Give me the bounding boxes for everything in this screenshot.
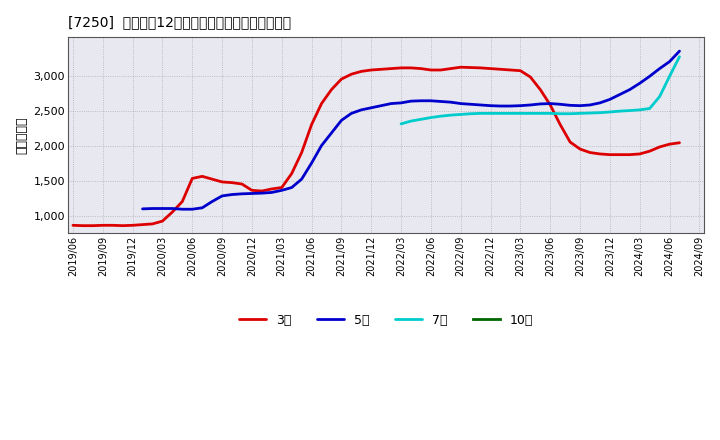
7年	[675, 54, 684, 59]
7年	[655, 94, 664, 99]
7年	[477, 111, 485, 116]
Legend: 3年, 5年, 7年, 10年: 3年, 5年, 7年, 10年	[239, 314, 534, 326]
7年	[595, 110, 604, 115]
7年	[556, 111, 564, 116]
Y-axis label: （百万円）: （百万円）	[15, 116, 28, 154]
3年	[446, 66, 455, 71]
7年	[417, 117, 426, 122]
7年	[436, 114, 445, 119]
7年	[426, 115, 435, 120]
5年	[178, 206, 186, 212]
5年	[248, 191, 256, 196]
5年	[626, 87, 634, 92]
7年	[626, 108, 634, 113]
5年	[347, 111, 356, 116]
7年	[456, 112, 465, 117]
5年	[665, 59, 674, 64]
7年	[566, 111, 575, 116]
Line: 7年: 7年	[401, 57, 680, 124]
7年	[506, 111, 515, 116]
7年	[397, 121, 405, 127]
7年	[407, 118, 415, 124]
7年	[486, 111, 495, 116]
3年	[68, 223, 77, 228]
7年	[585, 110, 594, 116]
7年	[467, 111, 475, 116]
7年	[446, 113, 455, 118]
3年	[198, 174, 207, 179]
7年	[536, 111, 544, 116]
7年	[606, 109, 614, 114]
Line: 3年: 3年	[73, 67, 680, 226]
5年	[208, 199, 217, 204]
3年	[377, 66, 385, 72]
3年	[616, 152, 624, 157]
Text: [7250]  経常利益12か月移動合計の標準偏差の推移: [7250] 経常利益12か月移動合計の標準偏差の推移	[68, 15, 291, 29]
7年	[645, 106, 654, 111]
3年	[456, 65, 465, 70]
5年	[138, 206, 147, 212]
3年	[238, 181, 246, 187]
7年	[616, 109, 624, 114]
7年	[636, 107, 644, 113]
5年	[277, 188, 286, 193]
7年	[576, 111, 585, 116]
7年	[526, 111, 535, 116]
3年	[78, 223, 87, 228]
7年	[516, 111, 525, 116]
3年	[128, 223, 137, 228]
5年	[675, 48, 684, 54]
7年	[496, 111, 505, 116]
Line: 5年: 5年	[143, 51, 680, 209]
7年	[546, 111, 554, 116]
7年	[665, 73, 674, 79]
3年	[675, 140, 684, 145]
